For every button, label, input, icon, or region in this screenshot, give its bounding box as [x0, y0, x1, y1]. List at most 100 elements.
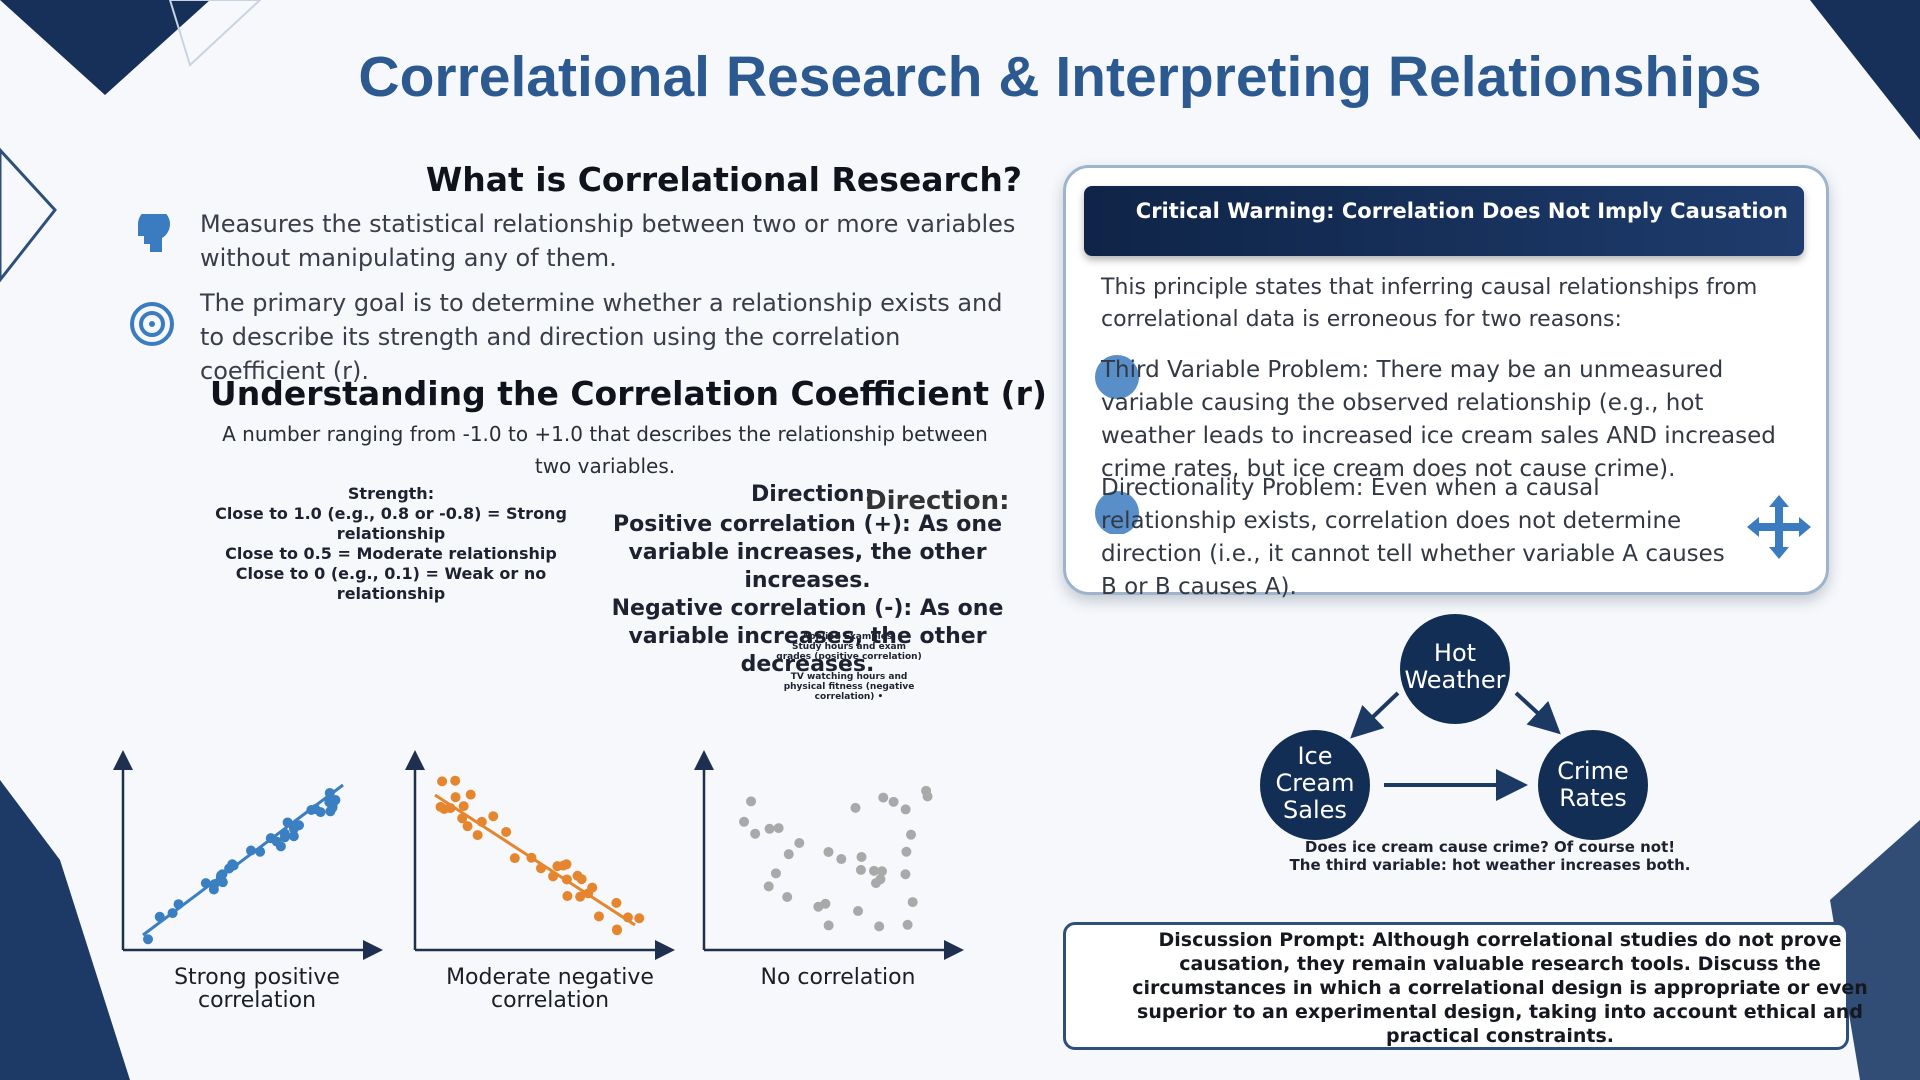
node-label: Crime Rates — [1557, 757, 1629, 812]
illustration-dot — [855, 864, 866, 875]
illustration-dot — [783, 849, 794, 860]
section-heading: What is Correlational Research? — [425, 160, 1022, 199]
illustration-dot — [900, 804, 911, 815]
corner-decor — [168, 0, 262, 67]
examples-line: Study hours and exam grades (positive co… — [776, 642, 922, 672]
illustration-dot — [876, 866, 887, 877]
examples-line: TV watching hours and physical fitness (… — [783, 672, 915, 702]
illustration-dot — [823, 920, 834, 931]
strength-line: Close to 1.0 (e.g., 0.8 or -0.8) = Stron… — [215, 504, 567, 543]
illustration-dot — [465, 789, 476, 800]
illustration-dot — [294, 820, 305, 831]
target-icon — [130, 302, 174, 346]
illustration-dot — [634, 913, 645, 924]
illustration-dot — [315, 807, 326, 818]
slide-title: Correlational Research & Interpreting Re… — [358, 45, 1762, 109]
node — [1400, 614, 1510, 724]
corner-decor — [0, 147, 57, 283]
illustration-dot — [325, 806, 336, 817]
illustration-dot — [143, 934, 154, 945]
direction-label: Direction: — [751, 482, 874, 507]
illustration-dot — [853, 906, 864, 917]
illustration-dot — [794, 837, 805, 848]
illustration-dot — [612, 925, 623, 936]
bullet-text: The primary goal is to determine whether… — [200, 289, 1003, 385]
move-arrows — [1747, 495, 1811, 559]
warning-point: Third Variable Problem: There may be an … — [1101, 357, 1776, 482]
illustration-dot — [764, 823, 775, 834]
illustration-dot — [869, 865, 880, 876]
illustration-dot — [921, 785, 932, 796]
plot-caption: Moderate negative correlation — [446, 965, 654, 1013]
illustration-dot — [575, 891, 586, 902]
intro-text: A number ranging from -1.0 to +1.0 that … — [222, 422, 988, 478]
illustration-dot — [288, 831, 299, 842]
causal-diagram — [1260, 614, 1648, 840]
examples-label: Applied Examples: — [802, 632, 896, 642]
illustration-dot — [750, 828, 761, 839]
illustration-dot — [888, 796, 899, 807]
head-icon — [138, 214, 170, 252]
warning-intro: This principle states that inferring cau… — [1101, 275, 1758, 332]
discussion-text: Discussion Prompt: Although correlationa… — [1132, 929, 1868, 1047]
illustration-dot — [562, 891, 573, 902]
illustration-dot — [472, 830, 483, 841]
corner-decor — [0, 0, 210, 95]
illustration-dot — [856, 851, 867, 862]
illustration-dot — [275, 841, 286, 852]
target-icon — [149, 321, 155, 327]
node-label: Ice Cream Sales — [1275, 742, 1355, 824]
illustration-dot — [813, 901, 824, 912]
icons — [130, 214, 174, 346]
warning-point: Directionality Problem: Even when a caus… — [1101, 475, 1725, 600]
caption-line: The third variable: hot weather increase… — [1289, 856, 1691, 874]
arrow — [1350, 691, 1400, 739]
arrow — [1514, 691, 1561, 735]
illustration-dot — [874, 921, 885, 932]
bullet-text: Measures the statistical relationship be… — [200, 210, 1016, 272]
math-icon — [1095, 491, 1139, 534]
direction-line: Positive correlation (+): As one variabl… — [613, 512, 1002, 593]
illustration-dot — [324, 797, 335, 808]
illustration-dot — [509, 853, 520, 864]
illustration-dot — [746, 796, 757, 807]
illustration-dot — [773, 823, 784, 834]
illustration-dot — [437, 776, 448, 787]
illustration-dot — [501, 826, 512, 837]
illustration-dot — [739, 816, 750, 827]
direction-line: Negative correlation (-): As one variabl… — [611, 596, 1004, 677]
node-label: Hot Weather — [1404, 639, 1506, 694]
illustration-dot — [901, 846, 912, 857]
illustration-dot — [782, 891, 793, 902]
warning-header — [1084, 186, 1804, 256]
plot-caption: Strong positive correlation — [174, 965, 340, 1013]
direction-overlay: Direction: — [865, 486, 1010, 516]
direction-block: Positive correlation (+): As one variabl… — [575, 511, 1040, 679]
warning-icons — [1095, 355, 1139, 534]
illustration-dot — [836, 854, 847, 865]
illustration-dot — [907, 897, 918, 908]
discussion-box — [1063, 922, 1849, 1050]
diagram-caption: Does ice cream cause crime? Of course no… — [1240, 838, 1740, 874]
corner-decor — [1810, 0, 1920, 140]
trend-line — [142, 783, 344, 937]
move-icon — [1747, 495, 1811, 559]
illustration-dot — [900, 869, 911, 880]
example-plots — [113, 750, 964, 960]
corner-decor — [0, 780, 130, 1080]
illustration-dot — [572, 870, 583, 881]
illustration-dot — [878, 792, 889, 803]
illustration-dot — [458, 801, 469, 812]
trend-line — [434, 793, 636, 927]
illustration-dot — [488, 811, 499, 822]
plot-caption: No correlation — [760, 965, 916, 990]
strength-label: Strength: — [347, 484, 435, 503]
illustration-dot — [850, 802, 861, 813]
illustration-dot — [450, 792, 461, 803]
bulb-icon — [1095, 355, 1139, 399]
caption-line: Does ice cream cause crime? Of course no… — [1304, 838, 1676, 856]
illustration-dot — [558, 860, 569, 871]
warning-title: Critical Warning: Correlation Does Not I… — [1135, 199, 1788, 223]
